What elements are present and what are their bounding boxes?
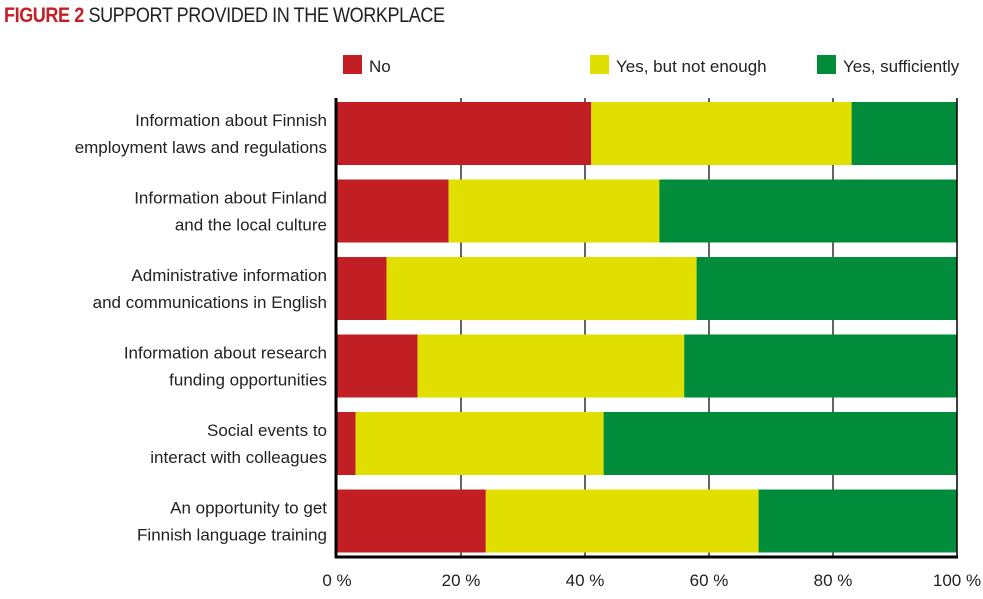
legend-swatch bbox=[817, 55, 836, 74]
category-label: employment laws and regulations bbox=[75, 138, 327, 157]
category-label: Information about Finland bbox=[134, 189, 327, 208]
legend-label: No bbox=[369, 57, 391, 76]
category-label: and communications in English bbox=[93, 293, 327, 312]
legend-label: Yes, sufficiently bbox=[843, 57, 960, 76]
category-label: interact with colleagues bbox=[150, 448, 327, 467]
x-tick-label: 100 % bbox=[933, 571, 981, 590]
bar-segment-no bbox=[337, 257, 387, 320]
bar-segment-yes-but-not-enough bbox=[591, 102, 852, 165]
bar-segment-no bbox=[337, 102, 592, 165]
bar-segment-yes-but-not-enough bbox=[448, 179, 660, 243]
bar-segment-yes-sufficiently bbox=[684, 334, 957, 398]
chart-title: FIGURE 2 SUPPORT PROVIDED IN THE WORKPLA… bbox=[4, 4, 445, 28]
x-tick-label: 20 % bbox=[442, 571, 481, 590]
bar-segment-no bbox=[337, 412, 356, 475]
bar-segment-no bbox=[337, 179, 449, 243]
x-tick-label: 40 % bbox=[566, 571, 605, 590]
bar-segment-no bbox=[337, 489, 486, 553]
bar-segment-no bbox=[337, 334, 418, 398]
category-label: Administrative information bbox=[131, 266, 327, 285]
category-label: Information about Finnish bbox=[135, 111, 327, 130]
bar-segment-yes-but-not-enough bbox=[355, 412, 604, 475]
category-label: and the local culture bbox=[175, 216, 327, 235]
x-tick-label: 60 % bbox=[690, 571, 729, 590]
legend-label: Yes, but not enough bbox=[616, 57, 767, 76]
x-tick-label: 0 % bbox=[322, 571, 351, 590]
bar-segment-yes-but-not-enough bbox=[417, 334, 685, 398]
bar-segment-yes-sufficiently bbox=[758, 489, 957, 553]
category-label: Finnish language training bbox=[137, 526, 327, 545]
x-tick-label: 80 % bbox=[814, 571, 853, 590]
category-label: Social events to bbox=[207, 421, 327, 440]
category-label: An opportunity to get bbox=[170, 499, 327, 518]
bar-segment-yes-sufficiently bbox=[659, 179, 957, 243]
legend-swatch bbox=[590, 55, 609, 74]
bar-segment-yes-sufficiently bbox=[851, 102, 957, 165]
category-label: Information about research bbox=[124, 344, 327, 363]
figure-title: SUPPORT PROVIDED IN THE WORKPLACE bbox=[88, 4, 445, 27]
category-label: funding opportunities bbox=[169, 371, 327, 390]
bar-segment-yes-sufficiently bbox=[603, 412, 957, 475]
bar-segment-yes-but-not-enough bbox=[386, 257, 697, 320]
bar-segment-yes-but-not-enough bbox=[485, 489, 759, 553]
figure-number: FIGURE 2 bbox=[4, 4, 84, 27]
bar-segment-yes-sufficiently bbox=[696, 257, 957, 320]
legend-swatch bbox=[343, 55, 362, 74]
